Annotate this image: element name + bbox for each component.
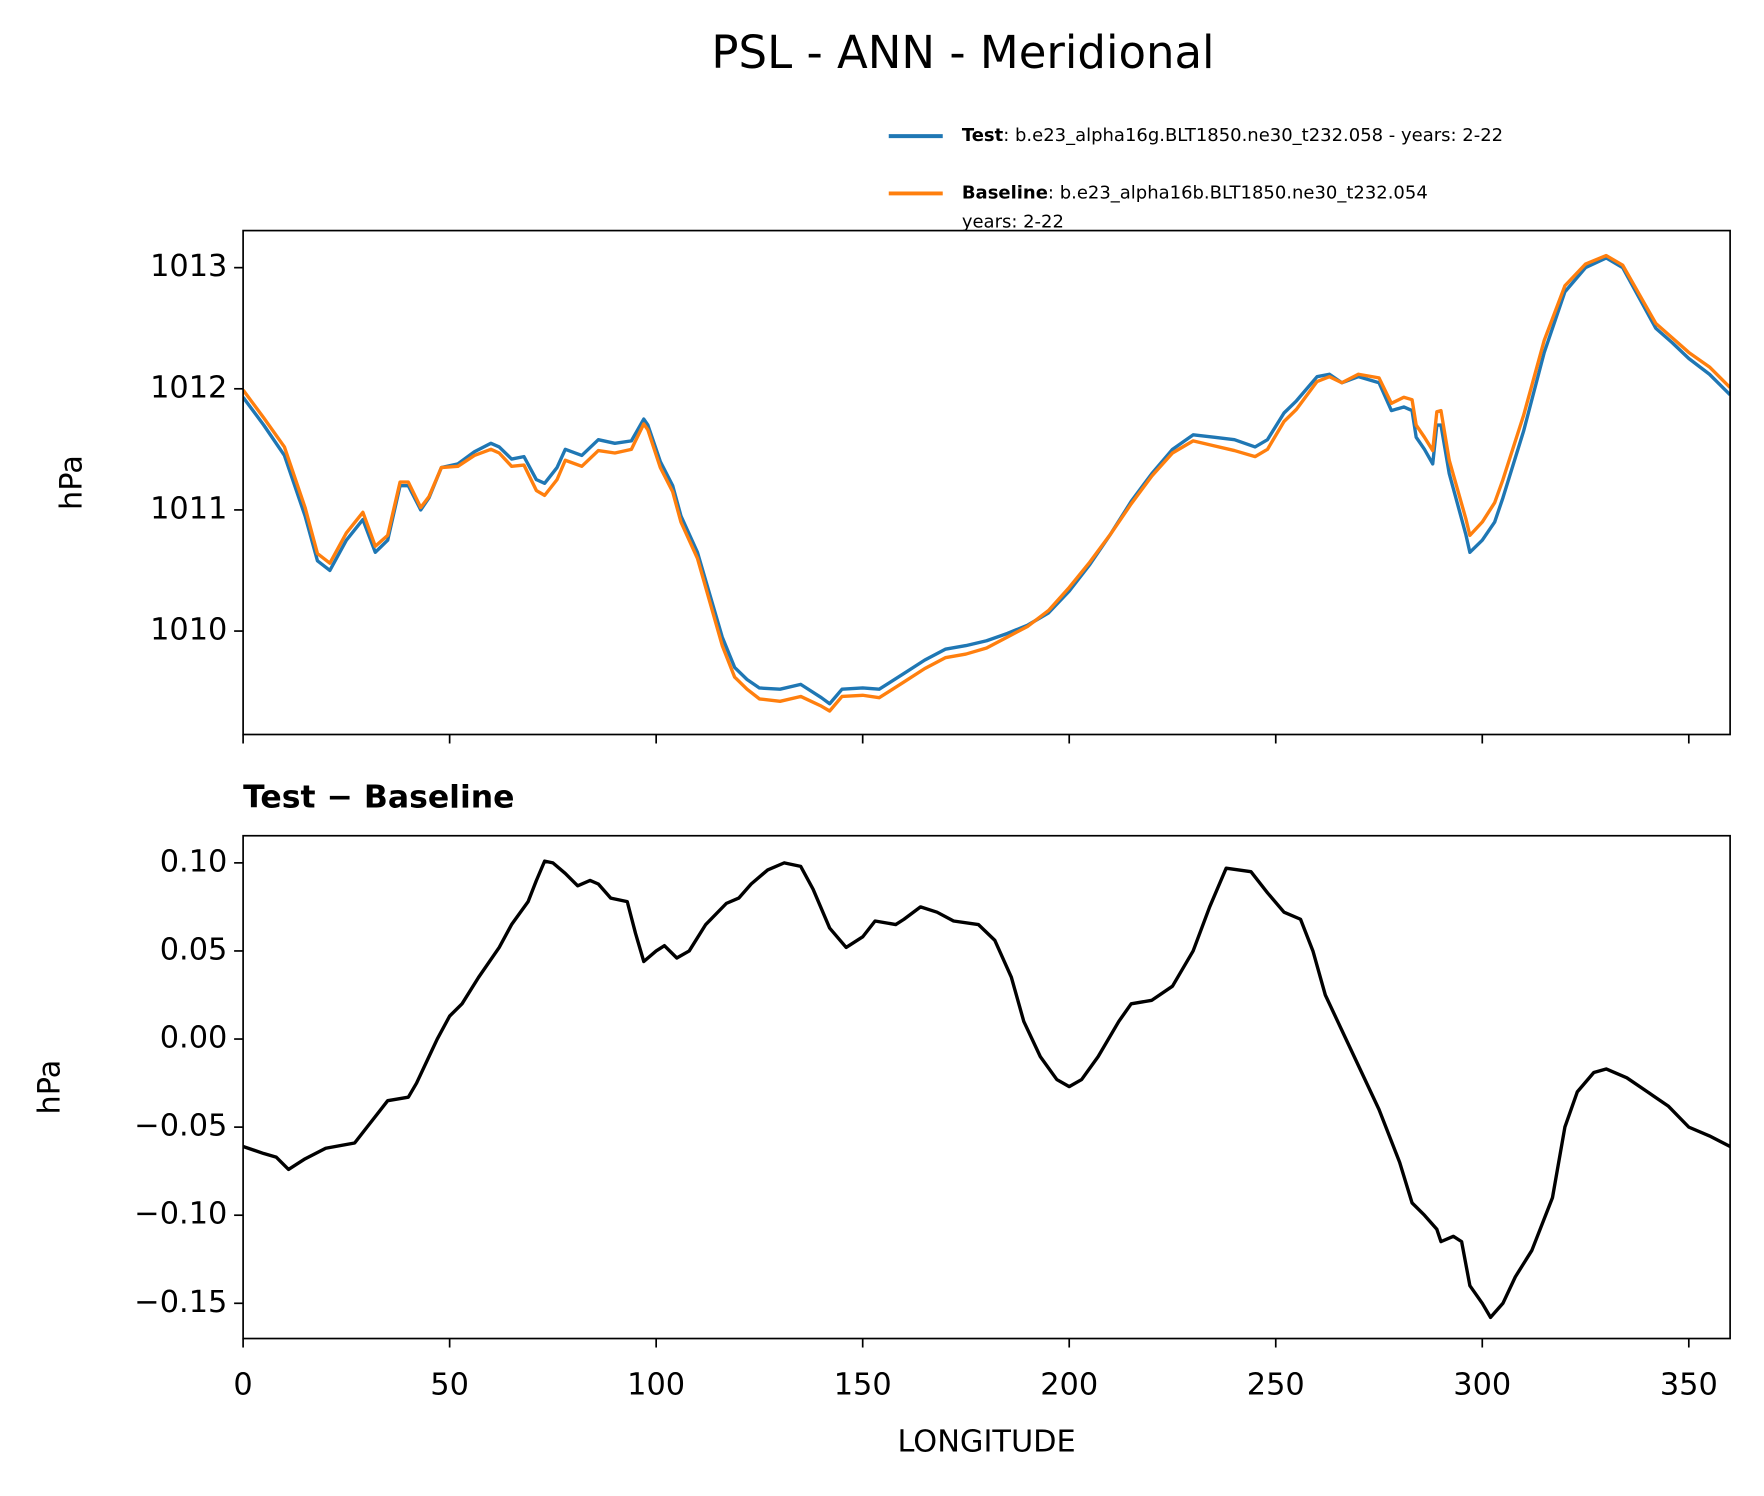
plot-area xyxy=(243,253,1731,713)
y-tick-label: 1012 xyxy=(150,370,227,405)
legend-name: Test xyxy=(962,125,1004,146)
x-tick-label: 150 xyxy=(834,1367,892,1402)
x-tick-label: 250 xyxy=(1247,1367,1305,1402)
legend-label: Baseline: b.e23_alpha16b.BLT1850.ne30_t2… xyxy=(962,182,1428,203)
y-tick-label: 0.05 xyxy=(160,932,228,967)
legend-name: Baseline xyxy=(962,182,1048,203)
axes-frame xyxy=(242,229,1731,736)
legend-detail: : b.e23_alpha16b.BLT1850.ne30_t232.054 xyxy=(1048,182,1428,203)
y-tick-label: −0.05 xyxy=(134,1109,227,1144)
legend-label: Test: b.e23_alpha16g.BLT1850.ne30_t232.0… xyxy=(962,125,1503,146)
y-tick-label: 1010 xyxy=(150,613,227,648)
y-axis-label: hPa xyxy=(55,455,90,510)
figure-title: PSL - ANN - Meridional xyxy=(711,26,1214,79)
x-tick-label: 0 xyxy=(233,1367,252,1402)
legend-detail: : b.e23_alpha16g.BLT1850.ne30_t232.058 -… xyxy=(1003,125,1503,146)
y-tick-label: −0.10 xyxy=(134,1197,227,1232)
y-tick-label: 0.00 xyxy=(160,1021,228,1056)
data-line xyxy=(243,253,1731,713)
y-tick-label: 1013 xyxy=(150,249,227,284)
x-axis-label: LONGITUDE xyxy=(897,1425,1075,1460)
legend-detail: years: 2-22 xyxy=(962,212,1064,233)
x-tick-label: 350 xyxy=(1660,1367,1718,1402)
axes-frame xyxy=(242,834,1731,1340)
data-line xyxy=(243,256,1731,706)
data-line xyxy=(243,859,1731,1320)
y-tick-label: −0.15 xyxy=(134,1285,227,1320)
y-axis-label: hPa xyxy=(32,1060,67,1115)
subplot-title: Test − Baseline xyxy=(243,780,514,816)
x-tick-label: 100 xyxy=(627,1367,685,1402)
x-tick-label: 50 xyxy=(430,1367,469,1402)
x-tick-label: 300 xyxy=(1453,1367,1511,1402)
plot-area xyxy=(243,859,1731,1320)
y-tick-label: 1011 xyxy=(150,491,227,526)
x-tick-label: 200 xyxy=(1040,1367,1098,1402)
y-tick-label: 0.10 xyxy=(160,844,228,879)
